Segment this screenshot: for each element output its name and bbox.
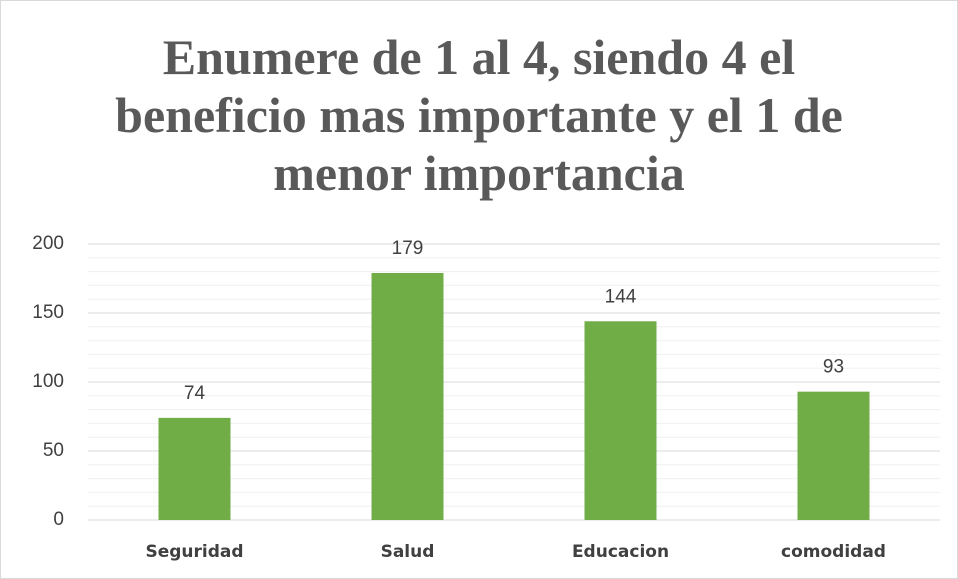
data-label: 93: [823, 357, 844, 378]
bar: [797, 391, 870, 520]
bar: [158, 417, 231, 520]
y-tick-label: 200: [32, 233, 64, 254]
y-tick-label: 0: [53, 509, 64, 530]
chart-title: Enumere de 1 al 4, siendo 4 el beneficio…: [115, 29, 843, 201]
data-label: 144: [605, 286, 637, 307]
bar: [371, 272, 444, 520]
data-label: 179: [392, 238, 424, 259]
bar: [584, 321, 657, 520]
x-tick-label: Salud: [381, 542, 435, 562]
y-tick-label: 150: [32, 302, 64, 323]
x-tick-label: Educacion: [572, 542, 669, 562]
x-tick-label: comodidad: [781, 542, 886, 562]
data-label: 74: [184, 383, 206, 404]
x-tick-label: Seguridad: [145, 542, 243, 562]
y-tick-label: 50: [43, 440, 64, 461]
y-tick-label: 100: [32, 371, 64, 392]
